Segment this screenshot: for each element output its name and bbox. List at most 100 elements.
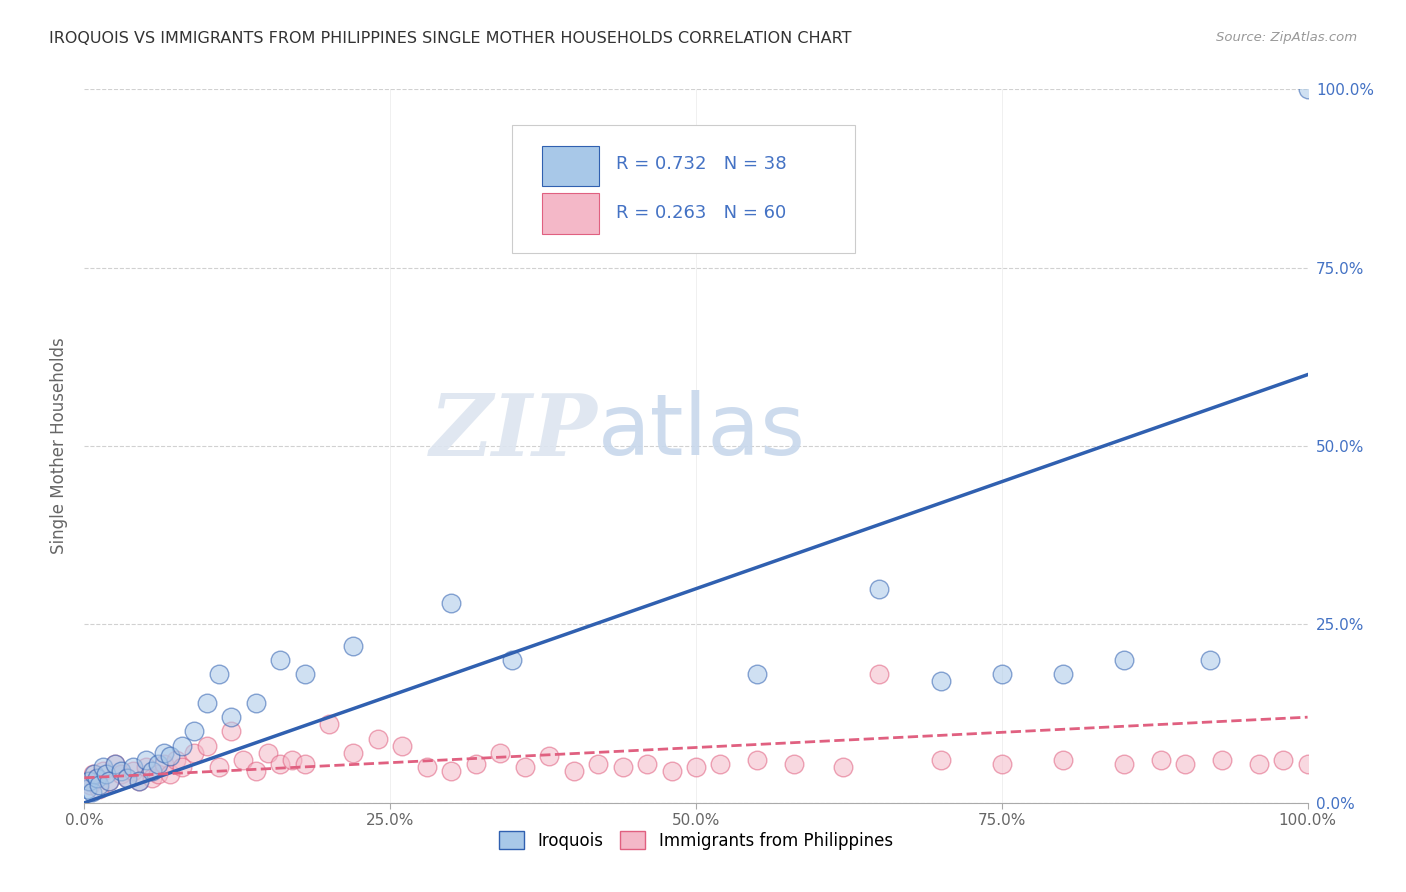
Point	[165, 753, 187, 767]
Point	[79, 778, 101, 792]
Point	[183, 746, 205, 760]
Point	[991, 667, 1014, 681]
Point	[747, 667, 769, 681]
Point	[195, 739, 218, 753]
Point	[929, 674, 952, 689]
Text: R = 0.263   N = 60: R = 0.263 N = 60	[616, 203, 787, 221]
Point	[709, 756, 731, 771]
Point	[76, 781, 98, 796]
Point	[502, 653, 524, 667]
Point	[96, 767, 118, 781]
Point	[636, 756, 658, 771]
Point	[294, 756, 316, 771]
Point	[661, 764, 683, 778]
Point	[80, 785, 103, 799]
Point	[513, 760, 536, 774]
Point	[208, 760, 231, 774]
Point	[269, 756, 291, 771]
Point	[1174, 756, 1197, 771]
Point	[208, 667, 231, 681]
Point	[87, 778, 110, 792]
Point	[294, 667, 316, 681]
Text: R = 0.732   N = 38: R = 0.732 N = 38	[616, 155, 787, 173]
Point	[110, 767, 132, 781]
Text: ZIP: ZIP	[430, 390, 598, 474]
Point	[257, 746, 280, 760]
Point	[1052, 667, 1074, 681]
Text: Source: ZipAtlas.com: Source: ZipAtlas.com	[1216, 31, 1357, 45]
Point	[245, 696, 267, 710]
Point	[1150, 753, 1173, 767]
Point	[122, 764, 145, 778]
Point	[1114, 653, 1136, 667]
Point	[538, 749, 561, 764]
Text: atlas: atlas	[598, 390, 806, 474]
Point	[1247, 756, 1270, 771]
Point	[929, 753, 952, 767]
Point	[153, 746, 176, 760]
Point	[1198, 653, 1220, 667]
Point	[97, 774, 120, 789]
Point	[135, 753, 157, 767]
Point	[783, 756, 806, 771]
Point	[342, 746, 364, 760]
Point	[146, 767, 169, 781]
Point	[172, 760, 194, 774]
Point	[1272, 753, 1295, 767]
Point	[91, 764, 114, 778]
Point	[183, 724, 205, 739]
Point	[612, 760, 634, 774]
Point	[281, 753, 304, 767]
Point	[110, 764, 132, 778]
Point	[367, 731, 389, 746]
Point	[86, 771, 108, 785]
Point	[128, 774, 150, 789]
Point	[685, 760, 707, 774]
Point	[991, 756, 1014, 771]
Point	[141, 771, 163, 785]
Point	[586, 756, 609, 771]
Text: IROQUOIS VS IMMIGRANTS FROM PHILIPPINES SINGLE MOTHER HOUSEHOLDS CORRELATION CHA: IROQUOIS VS IMMIGRANTS FROM PHILIPPINES …	[49, 31, 852, 46]
Point	[831, 760, 853, 774]
Point	[747, 753, 769, 767]
Point	[83, 767, 105, 781]
Point	[77, 774, 100, 789]
Point	[91, 760, 114, 774]
Point	[135, 760, 157, 774]
Point	[489, 746, 512, 760]
Point	[159, 749, 181, 764]
Point	[342, 639, 364, 653]
Point	[159, 767, 181, 781]
Point	[1211, 753, 1233, 767]
Point	[115, 771, 138, 785]
Point	[1296, 82, 1319, 96]
Point	[115, 771, 138, 785]
Point	[464, 756, 486, 771]
Point	[87, 781, 110, 796]
Point	[172, 739, 194, 753]
Point	[440, 764, 463, 778]
Point	[77, 774, 100, 789]
Point	[146, 756, 169, 771]
Point	[219, 724, 242, 739]
Point	[869, 582, 891, 596]
Point	[245, 764, 267, 778]
Point	[104, 756, 127, 771]
Point	[153, 756, 176, 771]
Point	[391, 739, 413, 753]
Point	[141, 764, 163, 778]
Point	[1296, 756, 1319, 771]
Point	[416, 760, 439, 774]
Y-axis label: Single Mother Households: Single Mother Households	[51, 338, 69, 554]
Point	[97, 774, 120, 789]
FancyBboxPatch shape	[513, 125, 855, 253]
FancyBboxPatch shape	[541, 145, 599, 186]
Point	[195, 696, 218, 710]
FancyBboxPatch shape	[541, 194, 599, 234]
Point	[1114, 756, 1136, 771]
Point	[86, 771, 108, 785]
Point	[1052, 753, 1074, 767]
Legend: Iroquois, Immigrants from Philippines: Iroquois, Immigrants from Philippines	[492, 825, 900, 856]
Point	[269, 653, 291, 667]
Point	[440, 596, 463, 610]
